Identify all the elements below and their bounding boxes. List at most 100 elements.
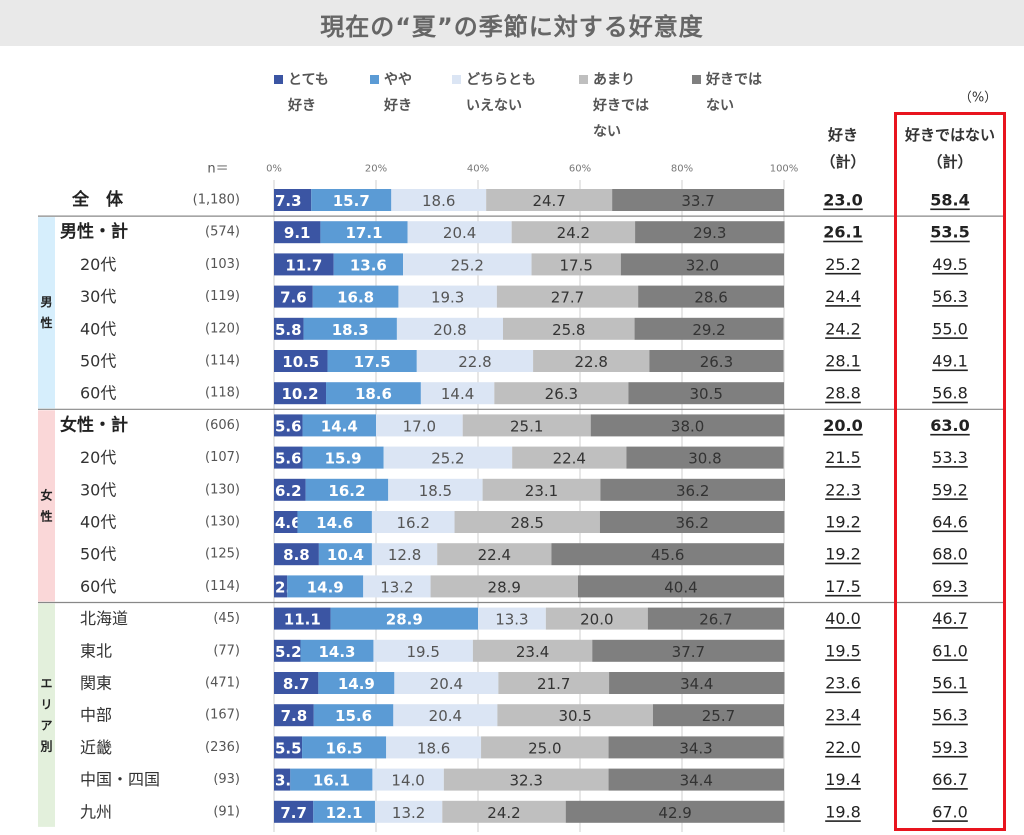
bar-segment — [590, 414, 785, 437]
bar-value-label: 5.6 — [275, 450, 302, 468]
bar-segment — [626, 446, 784, 469]
bar-value-label: 17.5 — [559, 256, 592, 274]
bar-segment — [287, 575, 364, 598]
bar-value-label: 18.6 — [417, 739, 450, 757]
bar-segment — [472, 639, 593, 662]
x-tick-label: 0% — [266, 164, 282, 175]
bar-value-label: 37.7 — [672, 643, 705, 661]
bar-value-label: 18.6 — [355, 385, 392, 403]
row-label: 20代 — [80, 448, 116, 467]
dislike-total-header-unit: （計） — [927, 153, 972, 171]
bar-segment — [494, 382, 629, 405]
group-label: 男 — [40, 295, 52, 309]
bar-value-label: 27.7 — [551, 289, 584, 307]
bar-value-label: 14.0 — [391, 772, 424, 790]
bar-segment — [551, 543, 784, 566]
bar-segment — [318, 672, 395, 694]
group-label: ア — [40, 719, 52, 733]
x-tick-label: 40% — [467, 164, 489, 175]
bar-segment — [383, 446, 513, 469]
bar-value-label: 12.1 — [326, 804, 363, 822]
row-label: 30代 — [80, 480, 116, 499]
bar-value-label: 25.2 — [451, 256, 484, 274]
bar-value-label: 17.0 — [403, 417, 436, 435]
bar-value-label: 7.7 — [280, 804, 307, 822]
bar-segment — [628, 382, 784, 405]
bar-segment — [496, 285, 639, 308]
bar-value-label: 30.8 — [688, 450, 721, 468]
dislike-total-value: 55.0 — [932, 319, 968, 338]
dislike-total-value: 56.3 — [932, 706, 968, 725]
bar-segment — [274, 285, 313, 308]
bar-segment — [635, 221, 785, 244]
bar-value-label: 14.4 — [441, 385, 474, 403]
row-n: (130) — [205, 515, 240, 530]
bar-value-label: 5.6 — [275, 417, 302, 435]
bar-segment — [363, 575, 431, 598]
bar-value-label: 16.5 — [326, 739, 363, 757]
like-total-value: 40.0 — [825, 609, 861, 628]
bar-value-label: 14.4 — [321, 417, 358, 435]
bar-value-label: 42.9 — [658, 804, 691, 822]
bar-value-label: 23.1 — [525, 482, 558, 500]
row-n: (114) — [205, 579, 240, 594]
bar-value-label: 24.2 — [487, 804, 520, 822]
bar-value-label: 20.0 — [580, 611, 613, 629]
bar-value-label: 40.4 — [664, 578, 697, 596]
bar-value-label: 21.7 — [537, 675, 570, 693]
bar-value-label: 7.8 — [281, 707, 308, 725]
bar-value-label: 25.1 — [510, 417, 543, 435]
bar-value-label: 17.5 — [354, 353, 391, 371]
legend-swatch — [274, 75, 283, 84]
bar-segment — [374, 800, 443, 823]
bar-segment — [442, 800, 566, 823]
bar-value-label: 20.4 — [443, 224, 476, 242]
chart-title: 現在の“夏”の季節に対する好意度 — [320, 13, 704, 41]
bar-segment — [300, 639, 374, 662]
bar-value-label: 28.5 — [511, 514, 544, 532]
bar-segment — [482, 478, 601, 501]
bar-segment — [327, 350, 417, 372]
bar-value-label: 28.6 — [694, 289, 727, 307]
row-n: (471) — [205, 676, 240, 691]
bar-value-label: 33.7 — [681, 192, 714, 210]
bar-value-label: 5.5 — [275, 739, 302, 757]
bar-value-label: 30.5 — [690, 385, 723, 403]
bar-value-label: 28.9 — [488, 578, 521, 596]
like-total-value: 22.0 — [825, 738, 861, 757]
bar-value-label: 14.9 — [307, 578, 344, 596]
percent-unit: （%） — [959, 91, 997, 106]
bar-segment — [443, 768, 609, 791]
bar-segment — [600, 478, 786, 501]
x-tick-label: 100% — [770, 164, 799, 175]
dislike-total-value: 56.3 — [932, 287, 968, 306]
like-total-value: 24.4 — [825, 287, 861, 306]
bar-value-label: 26.3 — [545, 385, 578, 403]
row-n: (120) — [205, 321, 240, 336]
bar-segment — [545, 607, 648, 630]
bar-value-label: 36.2 — [675, 514, 708, 532]
bar-segment — [274, 543, 319, 566]
bar-value-label: 11.7 — [285, 256, 322, 274]
dislike-total-value: 49.1 — [932, 352, 968, 371]
dislike-total-highlight-box — [894, 112, 1006, 831]
bar-segment — [274, 672, 319, 694]
dislike-total-value: 56.1 — [932, 674, 968, 693]
dislike-total-value: 68.0 — [932, 545, 968, 564]
bar-segment — [311, 189, 392, 211]
bar-segment — [274, 253, 334, 276]
bar-segment — [652, 704, 784, 727]
bar-value-label: 19.3 — [431, 289, 464, 307]
bar-segment — [612, 189, 784, 211]
legend-label: 好き — [383, 97, 412, 114]
legend-label: どちらとも — [466, 72, 536, 88]
bar-segment — [609, 672, 785, 694]
group-band — [38, 217, 55, 409]
row-n: (574) — [205, 225, 240, 240]
bar-segment — [403, 253, 532, 276]
legend-label: ない — [706, 98, 734, 114]
like-total-header-unit: （計） — [820, 153, 865, 171]
bar-segment — [416, 350, 534, 372]
bar-value-label: 4.6 — [275, 514, 302, 532]
legend-swatch — [692, 75, 701, 84]
